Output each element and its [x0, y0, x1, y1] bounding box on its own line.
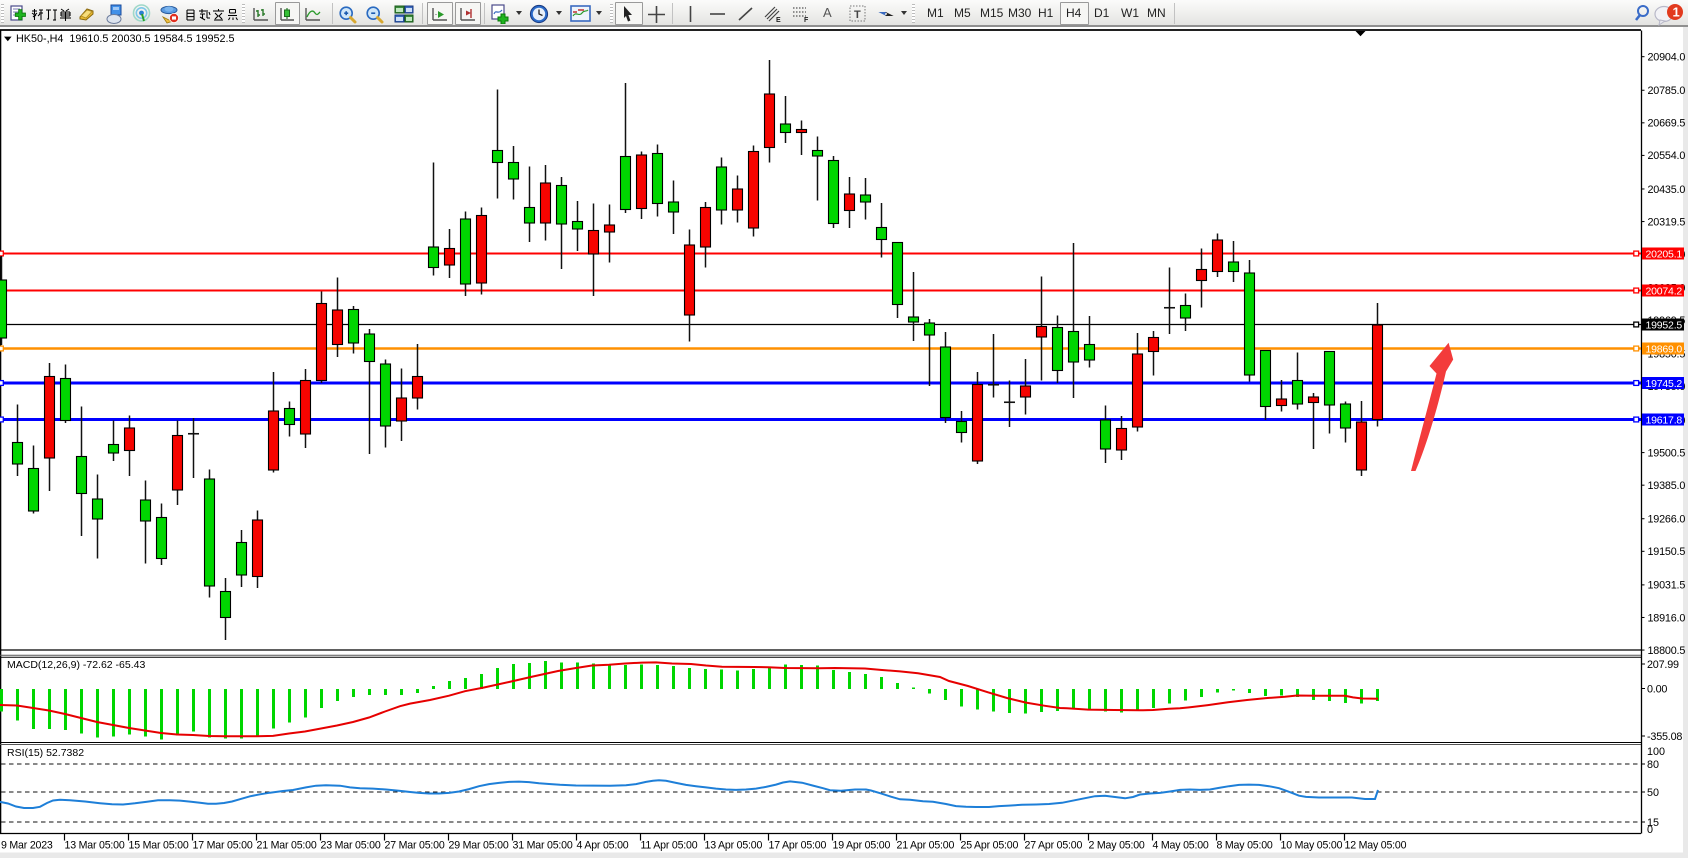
svg-text:29 Mar 05:00: 29 Mar 05:00	[449, 840, 509, 852]
svg-text:27 Apr 05:00: 27 Apr 05:00	[1025, 840, 1083, 852]
svg-text:20319.5: 20319.5	[1648, 216, 1686, 228]
svg-text:20669.5: 20669.5	[1648, 118, 1686, 130]
svg-text:207.99: 207.99	[1647, 659, 1679, 671]
svg-text:0.00: 0.00	[1647, 683, 1667, 695]
svg-text:100: 100	[1647, 746, 1665, 758]
svg-text:20904.0: 20904.0	[1648, 51, 1686, 63]
svg-text:0: 0	[1647, 824, 1653, 836]
svg-text:50: 50	[1647, 787, 1659, 799]
svg-text:18916.0: 18916.0	[1648, 612, 1686, 624]
svg-text:19150.5: 19150.5	[1648, 546, 1686, 558]
svg-text:23 Mar 05:00: 23 Mar 05:00	[321, 840, 381, 852]
svg-text:15: 15	[1647, 817, 1659, 829]
svg-text:17 Apr 05:00: 17 Apr 05:00	[769, 840, 827, 852]
svg-text:18800.5: 18800.5	[1648, 645, 1686, 657]
svg-text:HK50-,H4 19610.5 20030.5 1958: HK50-,H4 19610.5 20030.5 19584.5 19952.5	[16, 33, 235, 45]
svg-text:2 May 05:00: 2 May 05:00	[1089, 840, 1145, 852]
svg-text:21 Apr 05:00: 21 Apr 05:00	[897, 840, 955, 852]
svg-text:E: E	[776, 17, 781, 24]
svg-text:19617.8: 19617.8	[1646, 414, 1683, 426]
svg-text:13 Mar 05:00: 13 Mar 05:00	[65, 840, 125, 852]
svg-text:-355.08: -355.08	[1647, 731, 1682, 743]
svg-text:T: T	[854, 9, 861, 21]
svg-text:8 May 05:00: 8 May 05:00	[1217, 840, 1273, 852]
svg-text:20554.0: 20554.0	[1648, 150, 1686, 162]
svg-text:19952.5: 19952.5	[1646, 319, 1683, 331]
svg-text:RSI(15) 52.7382: RSI(15) 52.7382	[7, 747, 84, 759]
svg-text:19745.2: 19745.2	[1646, 378, 1683, 390]
svg-text:15 Mar 05:00: 15 Mar 05:00	[129, 840, 189, 852]
svg-text:19385.0: 19385.0	[1648, 480, 1686, 492]
svg-text:F: F	[804, 17, 809, 24]
svg-text:4 May 05:00: 4 May 05:00	[1153, 840, 1209, 852]
svg-text:11 Apr 05:00: 11 Apr 05:00	[641, 840, 698, 852]
svg-text:80: 80	[1647, 759, 1659, 771]
svg-text:4 Apr 05:00: 4 Apr 05:00	[577, 840, 629, 852]
svg-text:20435.0: 20435.0	[1648, 184, 1686, 196]
svg-text:13 Apr 05:00: 13 Apr 05:00	[705, 840, 763, 852]
svg-text:17 Mar 05:00: 17 Mar 05:00	[193, 840, 253, 852]
svg-text:12 May 05:00: 12 May 05:00	[1345, 840, 1407, 852]
svg-text:19031.5: 19031.5	[1648, 580, 1686, 592]
svg-text:19500.5: 19500.5	[1648, 447, 1686, 459]
svg-text:25 Apr 05:00: 25 Apr 05:00	[961, 840, 1019, 852]
svg-text:MACD(12,26,9) -72.62 -65.43: MACD(12,26,9) -72.62 -65.43	[7, 659, 145, 671]
svg-text:10 May 05:00: 10 May 05:00	[1281, 840, 1343, 852]
svg-text:31 Mar 05:00: 31 Mar 05:00	[513, 840, 573, 852]
svg-text:27 Mar 05:00: 27 Mar 05:00	[385, 840, 445, 852]
svg-text:9 Mar 2023: 9 Mar 2023	[1, 840, 53, 852]
svg-text:1: 1	[1673, 5, 1680, 20]
svg-text:19 Apr 05:00: 19 Apr 05:00	[833, 840, 891, 852]
svg-text:20074.2: 20074.2	[1646, 285, 1683, 297]
svg-text:19266.0: 19266.0	[1648, 514, 1686, 526]
svg-text:19869.0: 19869.0	[1646, 343, 1683, 355]
svg-text:20785.0: 20785.0	[1648, 85, 1686, 97]
svg-text:21 Mar 05:00: 21 Mar 05:00	[257, 840, 317, 852]
svg-text:20205.1: 20205.1	[1646, 248, 1683, 260]
